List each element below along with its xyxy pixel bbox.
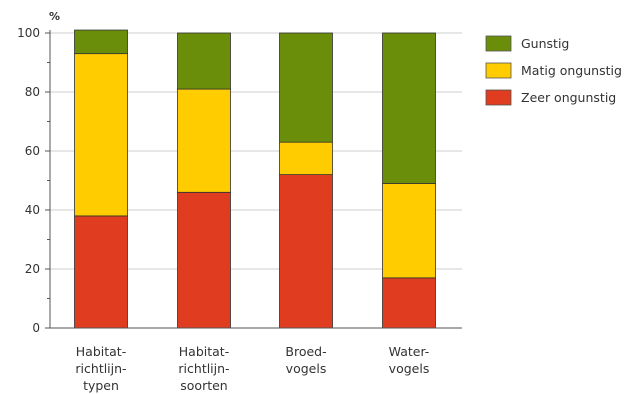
y-tick-labels: 0 20 40 60 80 100 bbox=[17, 26, 40, 335]
bar-segment-zeer-ongunstig bbox=[177, 191, 231, 329]
y-tick-label: 60 bbox=[25, 144, 40, 158]
bar-segment-zeer-ongunstig bbox=[382, 277, 436, 329]
bar-segment-zeer-ongunstig bbox=[74, 215, 128, 329]
bar-segment-gunstig bbox=[74, 29, 128, 55]
bar-segments bbox=[74, 29, 436, 329]
bar-segment-matig-ongunstig bbox=[74, 53, 128, 217]
y-tick-label: 20 bbox=[25, 262, 40, 276]
legend-label: Matig ongunstig bbox=[521, 63, 622, 78]
category-label: Habitat-richtlijn-soorten bbox=[178, 344, 229, 393]
y-tick-label: 80 bbox=[25, 85, 40, 99]
category-label: Broed-vogels bbox=[285, 344, 326, 376]
legend-swatch bbox=[485, 35, 512, 52]
bar-segment-matig-ongunstig bbox=[177, 88, 231, 193]
legend-swatch bbox=[485, 89, 512, 106]
legend: Gunstig Matig ongunstig Zeer ongunstig bbox=[485, 35, 622, 106]
category-label: Habitat-richtlijn-typen bbox=[75, 344, 126, 393]
bar-segment-matig-ongunstig bbox=[279, 141, 333, 175]
legend-label: Zeer ongunstig bbox=[521, 90, 616, 105]
bar-segment-matig-ongunstig bbox=[382, 183, 436, 279]
axes bbox=[45, 30, 462, 329]
legend-label: Gunstig bbox=[521, 36, 569, 51]
y-tick-label: 40 bbox=[25, 203, 40, 217]
legend-swatch bbox=[485, 62, 512, 79]
bar-segment-zeer-ongunstig bbox=[279, 174, 333, 329]
y-tick-label: 0 bbox=[32, 321, 40, 335]
category-label: Water-vogels bbox=[389, 344, 430, 376]
bar-segment-gunstig bbox=[382, 32, 436, 184]
y-tick-label: 100 bbox=[17, 26, 40, 40]
bar-segment-gunstig bbox=[279, 32, 333, 143]
y-unit-label: % bbox=[49, 10, 60, 23]
bar-segment-gunstig bbox=[177, 32, 231, 90]
category-labels: Habitat-richtlijn-typen Habitat-richtlijn… bbox=[75, 344, 429, 393]
